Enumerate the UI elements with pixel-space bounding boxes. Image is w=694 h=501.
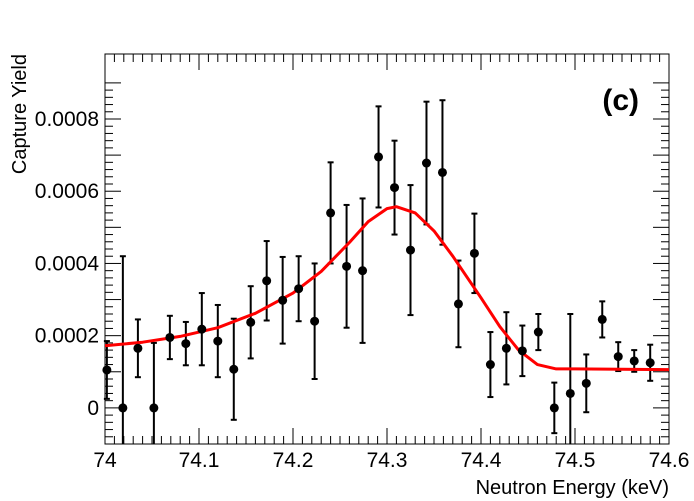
data-points — [102, 152, 655, 413]
data-point — [133, 343, 143, 353]
x-tick-label: 74.2 — [273, 449, 314, 472]
data-point — [565, 388, 575, 398]
data-point — [326, 208, 336, 218]
data-point — [421, 158, 431, 168]
y-tick-label: 0.0002 — [35, 325, 99, 348]
data-point — [246, 317, 256, 327]
y-tick-label: 0.0004 — [35, 252, 100, 275]
x-tick-label: 74.5 — [555, 449, 596, 472]
data-point — [597, 314, 607, 324]
y-tick-label: 0 — [87, 397, 99, 420]
x-tick-label: 74.4 — [461, 449, 502, 472]
y-tick-labels: 0 0.0002 0.0004 0.0006 0.0008 — [35, 108, 100, 420]
data-point — [342, 261, 352, 271]
x-tick-label: 74.6 — [649, 449, 690, 472]
data-point — [229, 364, 239, 374]
fit-curve — [104, 205, 670, 372]
data-point — [262, 276, 272, 286]
data-point — [549, 403, 559, 413]
data-point — [390, 183, 400, 193]
data-point — [469, 248, 479, 258]
x-tick-label: 74 — [93, 449, 117, 472]
data-point — [374, 152, 384, 162]
data-point — [181, 339, 191, 349]
data-point — [517, 346, 527, 356]
data-point — [118, 403, 128, 413]
x-axis-title: Neutron Energy (keV) — [476, 477, 669, 499]
data-point — [501, 343, 511, 353]
data-point — [533, 327, 543, 337]
x-tick-label: 74.1 — [179, 449, 220, 472]
data-point — [581, 378, 591, 388]
data-point — [213, 336, 223, 346]
data-point — [485, 360, 495, 370]
fit-curve-line — [104, 205, 670, 372]
data-point — [165, 332, 175, 342]
data-point — [453, 299, 463, 309]
y-tick-label: 0.0006 — [35, 180, 99, 203]
axis-ticks — [104, 54, 670, 445]
data-point — [358, 266, 368, 276]
data-point — [197, 324, 207, 334]
data-point — [645, 358, 655, 368]
panel-label: (c) — [602, 84, 639, 117]
data-point — [102, 365, 112, 375]
data-point — [278, 295, 288, 305]
y-tick-label: 0.0008 — [35, 108, 99, 131]
data-point — [629, 356, 639, 366]
data-point — [149, 403, 159, 413]
data-point — [613, 352, 623, 362]
x-tick-labels: 74 74.1 74.2 74.3 74.4 74.5 74.6 — [93, 449, 689, 472]
data-point — [437, 167, 447, 177]
data-point — [406, 245, 415, 255]
data-point — [294, 284, 304, 294]
y-axis-title: Capture Yield — [9, 54, 31, 174]
x-tick-label: 74.3 — [367, 449, 408, 472]
data-point — [310, 316, 320, 326]
